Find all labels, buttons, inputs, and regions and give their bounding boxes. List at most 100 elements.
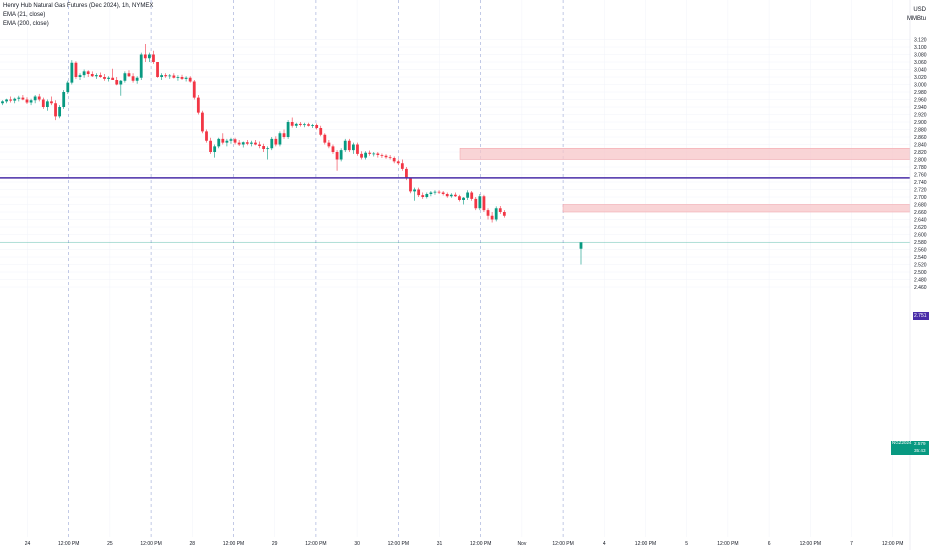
candle-body [498, 208, 502, 212]
hline-price-label: 2.751 [913, 312, 929, 320]
candle-body [152, 54, 155, 62]
candle-body [298, 123, 302, 125]
candle-body [392, 158, 396, 162]
candle-body [474, 198, 478, 209]
candle-body [396, 161, 400, 164]
candle-body [262, 146, 266, 149]
candle-body [29, 100, 33, 103]
candle-body [249, 142, 253, 144]
candle-body [286, 122, 290, 137]
candle-body [270, 138, 274, 149]
price-tick-label: 2.520 [914, 262, 927, 268]
time-tick-label: 12:00 PM [470, 541, 491, 547]
candle-body [494, 208, 498, 220]
candle-body [45, 101, 49, 107]
candle-body [372, 153, 376, 155]
price-tick-label: 2.920 [914, 112, 927, 118]
price-tick-label: 3.120 [914, 37, 927, 43]
price-tick-label: 2.700 [914, 195, 927, 201]
candle-body [147, 54, 151, 59]
time-tick-label: 29 [272, 541, 278, 547]
bar-countdown: 35:43 [914, 447, 926, 453]
price-tick-label: 2.840 [914, 142, 927, 148]
candle-body [160, 75, 164, 77]
candle-body [335, 152, 339, 160]
supply-zones [459, 148, 911, 213]
candle-body [282, 133, 286, 137]
candle-body [25, 99, 29, 103]
candle-body [209, 140, 212, 152]
price-tick-label: 2.780 [914, 165, 927, 171]
candle-body [62, 92, 66, 107]
price-tick-label: 3.080 [914, 52, 927, 58]
candle-body [368, 152, 372, 154]
candle-body [294, 123, 298, 126]
ticker-symbol: NGZ2024 [892, 440, 912, 445]
time-tick-label: 6 [768, 541, 771, 547]
candle-body [579, 242, 583, 249]
candle-body [143, 54, 147, 59]
time-tick-label: 12:00 PM [58, 541, 79, 547]
candle-body [188, 77, 192, 82]
candle-body [90, 74, 94, 77]
candle-body [478, 196, 482, 209]
time-tick-label: 12:00 PM [140, 541, 161, 547]
candle-body [33, 96, 37, 101]
candle-body [315, 125, 319, 128]
price-tick-label: 3.000 [914, 82, 927, 88]
candle-body [364, 152, 368, 158]
currency-label: USD [913, 7, 926, 13]
symbol-title[interactable]: Henry Hub Natural Gas Futures (Dec 2024)… [3, 3, 154, 9]
last-price-badge: 2.579 35:43 [913, 441, 929, 455]
candle-body [274, 138, 278, 145]
candle-body [99, 75, 102, 77]
price-tick-label: 2.580 [914, 240, 927, 246]
time-axis: 24 12:00 PM 25 12:00 PM 28 12:00 PM 29 12:00 PM… [25, 541, 904, 547]
candle-body [339, 150, 343, 160]
candle-body [405, 168, 408, 179]
candle-body [74, 62, 78, 77]
candle-body [233, 139, 237, 143]
candle-body [245, 142, 249, 144]
candle-body [241, 142, 245, 145]
candle-body [86, 71, 90, 74]
time-tick-label: 31 [437, 541, 443, 547]
candle-body [356, 144, 359, 154]
candle-body [103, 77, 106, 79]
price-tick-label: 2.720 [914, 187, 927, 193]
candle-body [413, 189, 416, 192]
candle-body [462, 197, 465, 200]
price-tick-label: 2.960 [914, 97, 927, 103]
price-tick-label: 2.820 [914, 150, 927, 156]
candle-body [311, 125, 314, 126]
candle-body [127, 73, 131, 77]
currency-unit[interactable]: USD MMBtu [907, 6, 926, 24]
candle-body [458, 196, 461, 200]
candle-body [229, 139, 233, 141]
time-tick-label: 12:00 PM [882, 541, 903, 547]
candle-body [70, 62, 74, 83]
candle-body [184, 77, 188, 79]
ema200-legend[interactable]: EMA (200, close) [3, 21, 49, 27]
candle-body [213, 146, 217, 152]
time-tick-label: Nov [517, 541, 526, 547]
candle-body [119, 80, 123, 85]
time-tick-label: 12:00 PM [388, 541, 409, 547]
price-tick-label: 3.020 [914, 75, 927, 81]
price-tick-label: 2.980 [914, 90, 927, 96]
candle-body [196, 97, 200, 113]
candle-body [254, 142, 257, 145]
candle-body [470, 192, 474, 199]
candle-body [266, 148, 270, 150]
price-tick-label: 2.480 [914, 277, 927, 283]
last-price-value: 2.579 [914, 441, 926, 446]
price-tick-label: 3.060 [914, 60, 927, 66]
time-tick-label: 7 [850, 541, 853, 547]
candle-body [319, 128, 323, 135]
candle-body [347, 140, 351, 151]
candle-body [5, 99, 8, 102]
ema21-legend[interactable]: EMA (21, close) [3, 12, 46, 18]
candle-body [360, 153, 363, 158]
